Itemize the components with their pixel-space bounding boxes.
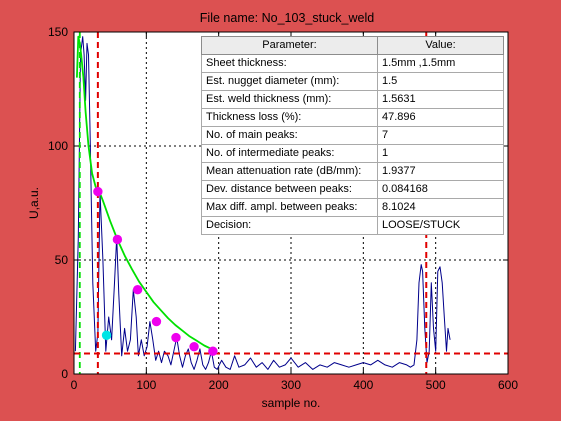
x-tick-label: 500: [426, 378, 446, 392]
parameter-value: 8.1024: [377, 198, 504, 217]
x-tick-label: 400: [353, 378, 373, 392]
table-row: No. of main peaks: 7: [201, 126, 504, 145]
parameter-label: Est. weld thickness (mm):: [201, 90, 378, 109]
parameter-value: 1.9377: [377, 162, 504, 181]
table-row: Decision: LOOSE/STUCK: [201, 216, 504, 235]
peak-marker: [171, 332, 181, 343]
table-row: Dev. distance between peaks: 0.084168: [201, 180, 504, 199]
parameter-label: Est. nugget diameter (mm):: [201, 72, 378, 91]
parameter-column-header: Parameter:: [201, 36, 378, 55]
parameter-value: 1: [377, 144, 504, 163]
table-row: Sheet thickness: 1.5mm ,1.5mm: [201, 54, 504, 73]
parameter-value: 7: [377, 126, 504, 145]
parameter-table-header: Parameter: Value:: [201, 36, 504, 55]
table-row: Est. nugget diameter (mm): 1.5: [201, 72, 504, 91]
table-row: Est. weld thickness (mm): 1.5631: [201, 90, 504, 109]
parameter-label: Sheet thickness:: [201, 54, 378, 73]
parameter-label: Dev. distance between peaks:: [201, 180, 378, 199]
table-row: Max diff. ampl. between peaks: 8.1024: [201, 198, 504, 217]
parameter-label: No. of main peaks:: [201, 126, 378, 145]
parameter-value: 1.5mm ,1.5mm: [377, 54, 504, 73]
y-tick-label: 100: [48, 139, 68, 153]
value-column-header: Value:: [377, 36, 504, 55]
parameter-value: 1.5: [377, 72, 504, 91]
parameter-table: Parameter: Value: Sheet thickness: 1.5mm …: [201, 36, 504, 235]
parameter-label: Thickness loss (%):: [201, 108, 378, 127]
peak-marker: [132, 284, 143, 295]
peak-marker: [151, 316, 162, 327]
parameter-label: Mean attenuation rate (dB/mm):: [201, 162, 378, 181]
x-tick-label: 600: [498, 378, 518, 392]
peak-marker: [189, 341, 199, 352]
parameter-label: Decision:: [201, 216, 378, 235]
y-tick-label: 0: [61, 367, 68, 381]
peak-marker: [93, 186, 103, 197]
parameter-value: 1.5631: [377, 90, 504, 109]
chart-title: File name: No_103_stuck_weld: [200, 11, 374, 25]
axis-ticks: 0 100 200 300 400 500 600 0 50 100 150: [48, 25, 518, 392]
table-row: Mean attenuation rate (dB/mm): 1.9377: [201, 162, 504, 181]
intermediate-peak-marker: [101, 330, 112, 340]
y-axis-label: U,a.u.: [27, 187, 41, 219]
y-tick-label: 50: [55, 253, 69, 267]
peak-marker: [208, 346, 218, 356]
plot-content: [74, 32, 508, 374]
x-tick-label: 0: [71, 378, 78, 392]
x-tick-label: 100: [136, 378, 156, 392]
parameter-value: 47.896: [377, 108, 504, 127]
table-row: Thickness loss (%): 47.896: [201, 108, 504, 127]
table-row: No. of intermediate peaks: 1: [201, 144, 504, 163]
parameter-label: No. of intermediate peaks:: [201, 144, 378, 163]
x-tick-label: 200: [209, 378, 229, 392]
parameter-value: 0.084168: [377, 180, 504, 199]
parameter-value: LOOSE/STUCK: [377, 216, 504, 235]
fit-curve-line: [76, 35, 216, 352]
parameter-label: Max diff. ampl. between peaks:: [201, 198, 378, 217]
y-tick-label: 150: [48, 25, 68, 39]
x-tick-label: 300: [281, 378, 301, 392]
peak-marker: [112, 234, 123, 245]
x-axis-label: sample no.: [262, 396, 321, 410]
